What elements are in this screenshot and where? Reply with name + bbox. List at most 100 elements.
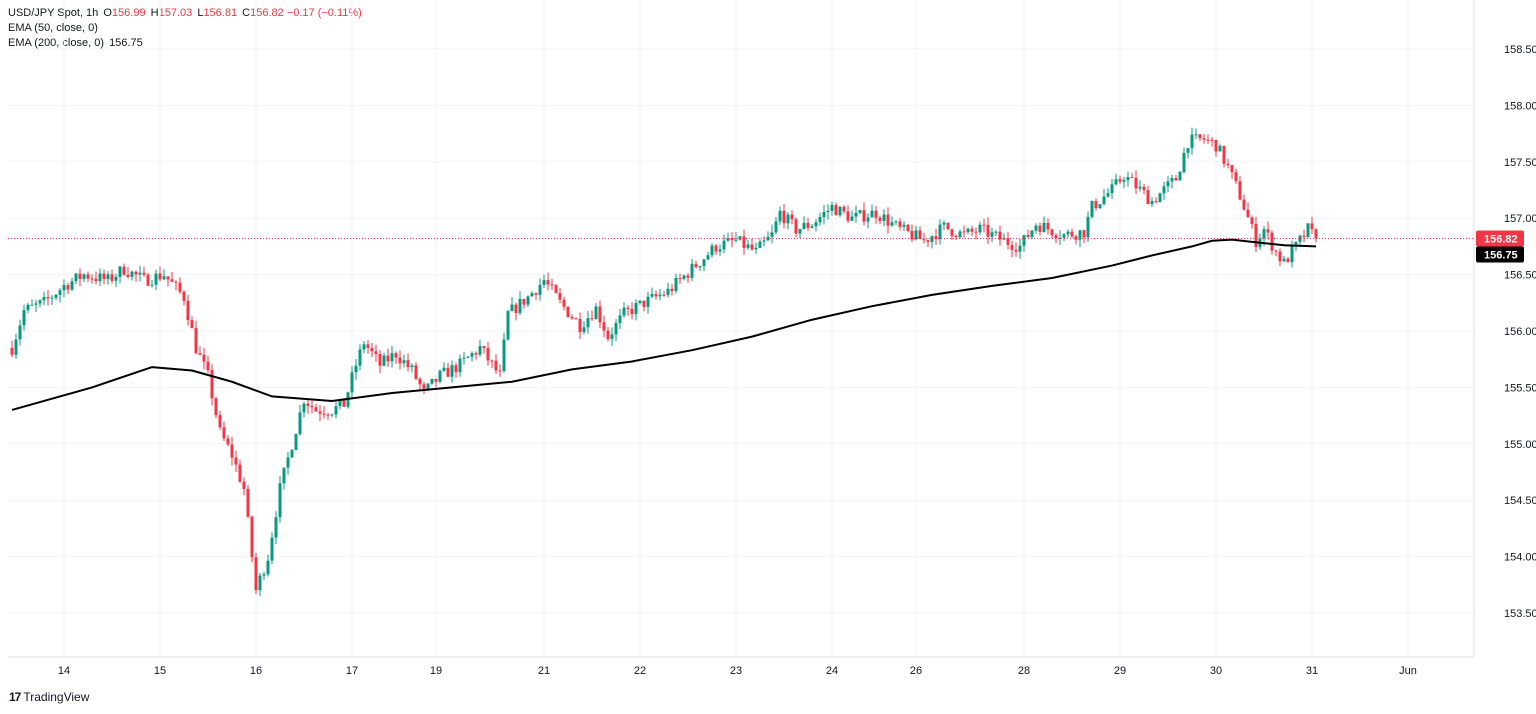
- candle: [218, 410, 222, 431]
- candle-body: [722, 240, 726, 250]
- legend-ema200-row[interactable]: EMA (200, close, 0) 156.75: [8, 36, 362, 51]
- candle-body: [102, 273, 106, 280]
- candle: [62, 279, 66, 298]
- candle: [690, 258, 694, 281]
- candle-body: [522, 298, 526, 305]
- candle-body: [46, 297, 50, 299]
- candle: [1270, 230, 1274, 255]
- candle-body: [318, 411, 322, 414]
- candle-body: [1054, 235, 1058, 239]
- candle-body: [1202, 138, 1206, 140]
- candle: [58, 287, 62, 303]
- candle: [502, 332, 506, 373]
- candle: [866, 213, 870, 229]
- candle: [606, 327, 610, 342]
- candle-body: [1218, 145, 1222, 152]
- legend-close: 156.82: [250, 7, 284, 19]
- candle-body: [1306, 223, 1310, 237]
- candle: [810, 224, 814, 229]
- candle-body: [530, 293, 534, 297]
- candle: [22, 304, 26, 331]
- legend-close-label: C: [242, 7, 251, 19]
- candle-body: [1286, 258, 1290, 263]
- legend-ema200-value: 156.75: [109, 37, 143, 49]
- candle-body: [682, 275, 686, 279]
- candle: [638, 300, 642, 305]
- candle-body: [1226, 163, 1230, 166]
- candle: [534, 292, 538, 300]
- candle: [1306, 223, 1310, 239]
- candle-body: [678, 278, 682, 280]
- candle: [558, 287, 562, 304]
- candle: [1182, 147, 1186, 174]
- candle: [142, 266, 146, 277]
- y-axis: 153.50 154.00 154.50 155.00 155.50 156.00 156.…: [1504, 44, 1536, 620]
- candle: [1178, 171, 1182, 181]
- candle-body: [774, 221, 778, 233]
- legend-symbol: USD/JPY Spot, 1h: [8, 7, 99, 19]
- candle: [794, 217, 798, 238]
- candle-body: [334, 406, 338, 415]
- candle: [310, 400, 314, 414]
- candle: [746, 240, 750, 250]
- candle: [174, 280, 178, 291]
- candle-body: [954, 235, 958, 238]
- candle-body: [278, 483, 282, 518]
- candle: [634, 299, 638, 321]
- candle-body: [790, 214, 794, 220]
- candle-body: [266, 560, 270, 575]
- candle-body: [450, 365, 454, 377]
- candle-body: [782, 210, 786, 224]
- candle-body: [310, 405, 314, 408]
- candle-body: [1186, 148, 1190, 153]
- candle: [258, 572, 262, 597]
- candle: [706, 251, 710, 261]
- candle-body: [1282, 258, 1286, 262]
- y-tick-label: 157.50: [1504, 157, 1536, 169]
- candle-body: [238, 464, 242, 482]
- candle: [1034, 223, 1038, 234]
- candle: [1038, 222, 1042, 236]
- candle-body: [162, 276, 166, 280]
- candle: [838, 205, 842, 218]
- candle-body: [182, 291, 186, 301]
- candle: [466, 355, 470, 359]
- candle: [1130, 172, 1134, 179]
- candle-body: [514, 304, 518, 314]
- candle-body: [166, 276, 170, 280]
- candle: [506, 309, 510, 341]
- candle-body: [770, 232, 774, 237]
- candle: [686, 272, 690, 283]
- candle-body: [578, 318, 582, 333]
- candle: [286, 451, 290, 475]
- candle-body: [1262, 229, 1266, 239]
- ema200-tag: 156.75: [1476, 246, 1524, 263]
- candle: [114, 273, 118, 288]
- tradingview-logo[interactable]: 17 TradingView: [9, 690, 89, 704]
- candle: [570, 314, 574, 320]
- candle: [82, 273, 86, 283]
- candle-body: [406, 360, 410, 368]
- candle-body: [950, 229, 954, 236]
- candle: [1234, 168, 1238, 184]
- candle-body: [794, 219, 798, 234]
- legend-ema50[interactable]: EMA (50, close, 0): [8, 22, 98, 34]
- candle-body: [126, 274, 130, 277]
- candle-body: [34, 303, 38, 305]
- candle-body: [614, 322, 618, 335]
- candle: [942, 220, 946, 230]
- candle-body: [282, 467, 286, 484]
- candle: [390, 345, 394, 368]
- candle-body: [1158, 193, 1162, 203]
- candle: [830, 201, 834, 216]
- candle: [238, 459, 242, 483]
- candle-body: [18, 325, 22, 340]
- candle: [574, 317, 578, 320]
- candle: [1090, 200, 1094, 219]
- candle: [462, 352, 466, 365]
- candle-body: [582, 327, 586, 333]
- candle: [1282, 255, 1286, 263]
- candle: [778, 206, 782, 225]
- candle-body: [178, 282, 182, 292]
